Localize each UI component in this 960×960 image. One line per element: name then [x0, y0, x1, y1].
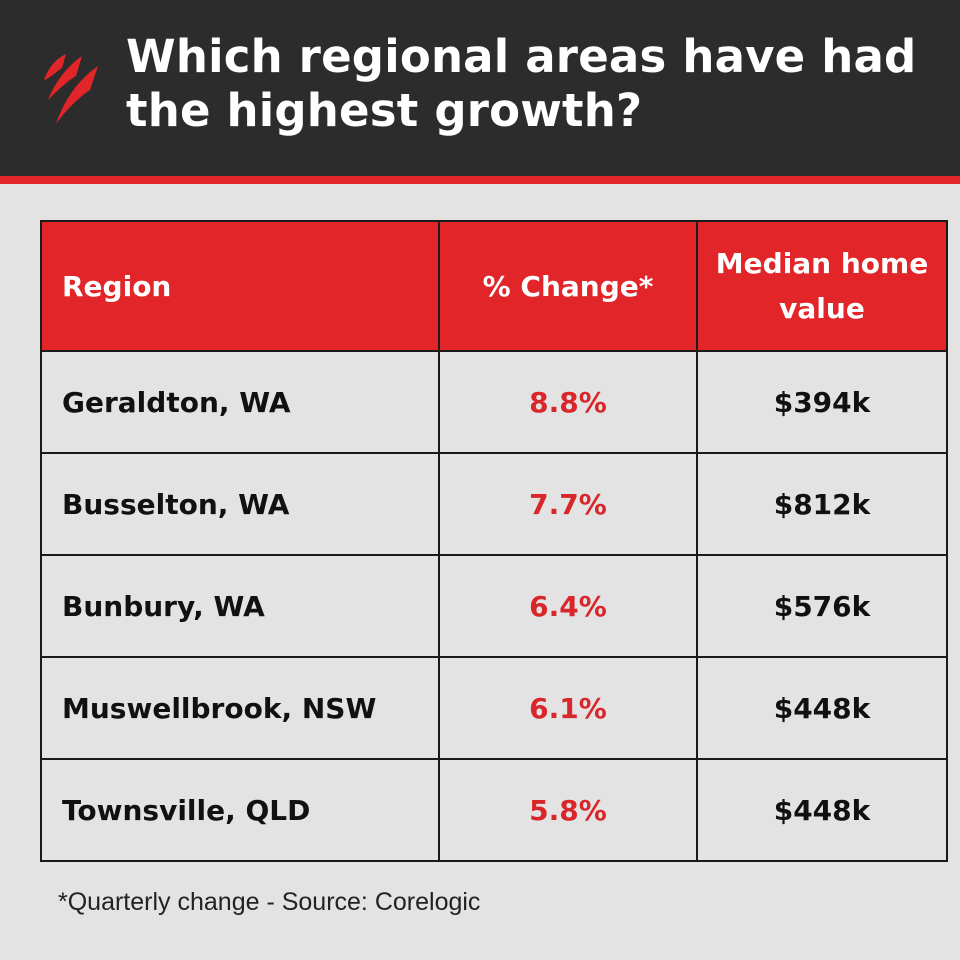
- change-cell: 5.8%: [438, 758, 698, 862]
- table-row: Busselton, WA 7.7% $812k: [40, 452, 948, 556]
- change-cell: 6.4%: [438, 554, 698, 658]
- page-title: Which regional areas have had the highes…: [126, 30, 917, 137]
- change-cell: 7.7%: [438, 452, 698, 556]
- region-cell: Busselton, WA: [40, 452, 440, 556]
- value-cell: $394k: [696, 350, 948, 454]
- table-row: Muswellbrook, NSW 6.1% $448k: [40, 656, 948, 760]
- region-cell: Muswellbrook, NSW: [40, 656, 440, 760]
- table-row: Townsville, QLD 5.8% $448k: [40, 758, 948, 862]
- header-divider: [0, 176, 960, 184]
- value-cell: $448k: [696, 656, 948, 760]
- column-header-region: Region: [40, 220, 440, 352]
- table-row: Geraldton, WA 8.8% $394k: [40, 350, 948, 454]
- sbs-logo-icon: [44, 54, 98, 124]
- region-cell: Geraldton, WA: [40, 350, 440, 454]
- value-cell: $448k: [696, 758, 948, 862]
- table-row: Bunbury, WA 6.4% $576k: [40, 554, 948, 658]
- header-banner: Which regional areas have had the highes…: [0, 0, 960, 176]
- column-header-change: % Change*: [438, 220, 698, 352]
- growth-table: Region % Change* Median home value Geral…: [40, 220, 948, 862]
- change-cell: 6.1%: [438, 656, 698, 760]
- value-cell: $812k: [696, 452, 948, 556]
- source-footnote: *Quarterly change - Source: Corelogic: [58, 888, 481, 916]
- change-cell: 8.8%: [438, 350, 698, 454]
- region-cell: Bunbury, WA: [40, 554, 440, 658]
- column-header-median-value: Median home value: [696, 220, 948, 352]
- value-cell: $576k: [696, 554, 948, 658]
- table-header-row: Region % Change* Median home value: [40, 220, 948, 352]
- region-cell: Townsville, QLD: [40, 758, 440, 862]
